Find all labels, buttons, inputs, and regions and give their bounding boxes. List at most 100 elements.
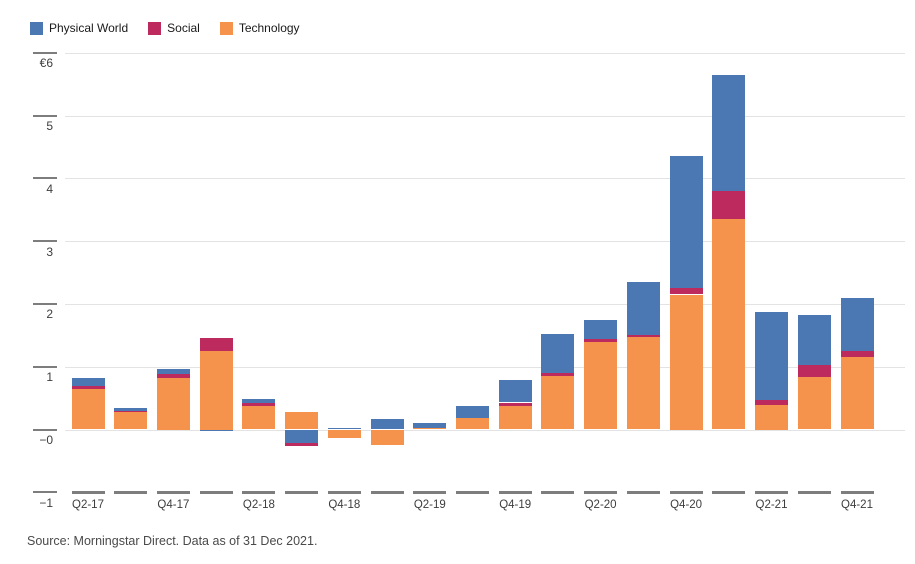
bar-segment-technology [755, 405, 788, 430]
source-note: Source: Morningstar Direct. Data as of 3… [27, 534, 318, 548]
bar-segment-physical-world [327, 427, 361, 430]
x-axis-label: Q2-17 [72, 499, 104, 511]
x-axis-baseline-dash [114, 491, 148, 494]
y-axis-label: −0 [39, 433, 53, 447]
bar-segment-technology [327, 429, 361, 439]
x-axis-label: Q2-20 [584, 499, 617, 511]
x-axis-baseline-dash [797, 491, 831, 494]
bar-segment-technology [498, 405, 532, 430]
bar-segment-technology [456, 417, 489, 430]
gridline [65, 303, 905, 305]
bar-segment-physical-world [840, 298, 874, 351]
x-axis-baseline-dash [541, 491, 575, 494]
x-axis-label: Q4-20 [670, 499, 703, 511]
x-axis-baseline-dash [840, 491, 874, 494]
x-axis-baseline-dash [755, 491, 788, 494]
bar-segment-social [626, 335, 660, 338]
technology-swatch-icon [219, 21, 233, 35]
bar-segment-physical-world [413, 423, 447, 428]
bar-segment-social [840, 351, 874, 358]
x-axis-baseline-dash [370, 491, 404, 494]
y-axis-label: 4 [46, 181, 53, 196]
bar-segment-physical-world [370, 418, 404, 430]
gridline [65, 366, 905, 368]
bar-segment-technology [71, 388, 105, 430]
bar-segment-social [712, 190, 746, 220]
legend-item-social: Social [148, 21, 200, 35]
legend-label: Physical World [49, 21, 129, 35]
bar-segment-technology [114, 411, 148, 430]
bar-segment-technology [797, 376, 831, 430]
x-axis-baseline-dash [584, 491, 618, 494]
y-axis-label: 2 [46, 307, 53, 322]
x-axis-label: Q4-21 [841, 499, 873, 511]
y-axis-tick [33, 428, 57, 431]
y-axis-tick [33, 51, 57, 54]
bar-segment-technology [242, 405, 276, 430]
y-axis-label: 1 [46, 370, 53, 385]
gridline [65, 241, 905, 243]
bar-segment-social [797, 365, 831, 377]
x-axis-baseline-dash [285, 491, 319, 494]
bar-segment-physical-world [541, 334, 575, 373]
bar-segment-social [242, 403, 276, 406]
x-axis-label: Q4-18 [328, 499, 361, 511]
bar-segment-physical-world [712, 74, 746, 191]
gridline [65, 178, 905, 180]
bar-segment-technology [840, 357, 874, 430]
x-axis-baseline-dash [669, 491, 703, 494]
bar-segment-technology [199, 351, 233, 430]
legend-label: Social [167, 21, 200, 35]
x-axis-label: Q2-21 [755, 499, 788, 511]
x-axis-baseline-dash [498, 491, 532, 494]
bar-segment-technology [669, 294, 703, 430]
legend: Physical World Social Technology [30, 21, 320, 35]
bar-segment-technology [712, 219, 746, 430]
y-axis-label: 3 [46, 244, 53, 259]
y-axis-tick [33, 177, 57, 180]
bar-segment-social [71, 385, 105, 389]
social-swatch-icon [148, 21, 162, 35]
y-axis-tick [33, 491, 57, 494]
bar-segment-social [285, 443, 319, 447]
x-axis-label: Q4-19 [499, 499, 532, 511]
legend-item-technology: Technology [219, 21, 300, 35]
x-axis-baseline-dash [242, 491, 276, 494]
x-axis-label: Q2-18 [242, 499, 275, 511]
bar-segment-social [584, 339, 618, 342]
bar-segment-social [114, 411, 148, 412]
bar-segment-social [669, 288, 703, 295]
bar-segment-physical-world [498, 379, 532, 403]
bar-segment-technology [413, 427, 447, 430]
bar-segment-technology [285, 411, 319, 430]
x-axis-baseline-dash [71, 491, 105, 494]
bar-segment-physical-world [797, 314, 831, 366]
x-axis-baseline-dash [456, 491, 489, 494]
bar-segment-social [199, 338, 233, 351]
bar-segment-physical-world [456, 406, 489, 418]
x-axis-baseline-dash [712, 491, 746, 494]
bar-segment-physical-world [285, 429, 319, 444]
y-axis-tick [33, 365, 57, 368]
y-axis-label: €6 [39, 56, 53, 71]
x-axis-baseline-dash [626, 491, 660, 494]
bar-segment-technology [156, 378, 190, 430]
x-axis-label: Q2-19 [413, 499, 446, 511]
bar-segment-physical-world [114, 408, 148, 412]
bar-segment-technology [584, 341, 618, 430]
bar-segment-physical-world [156, 369, 190, 374]
y-axis-tick [33, 302, 57, 305]
bar-segment-social [156, 373, 190, 378]
bar-segment-social [498, 402, 532, 406]
bar-segment-technology [370, 429, 404, 445]
physical-world-swatch-icon [30, 21, 43, 35]
x-axis-baseline-dash [199, 491, 233, 494]
bar-segment-physical-world [669, 156, 703, 289]
bar-segment-physical-world [755, 312, 788, 400]
x-axis-baseline-dash [327, 491, 361, 494]
gridline [65, 115, 905, 117]
x-axis-baseline-dash [413, 491, 447, 494]
gridline [65, 52, 905, 54]
bar-segment-physical-world [199, 429, 233, 432]
